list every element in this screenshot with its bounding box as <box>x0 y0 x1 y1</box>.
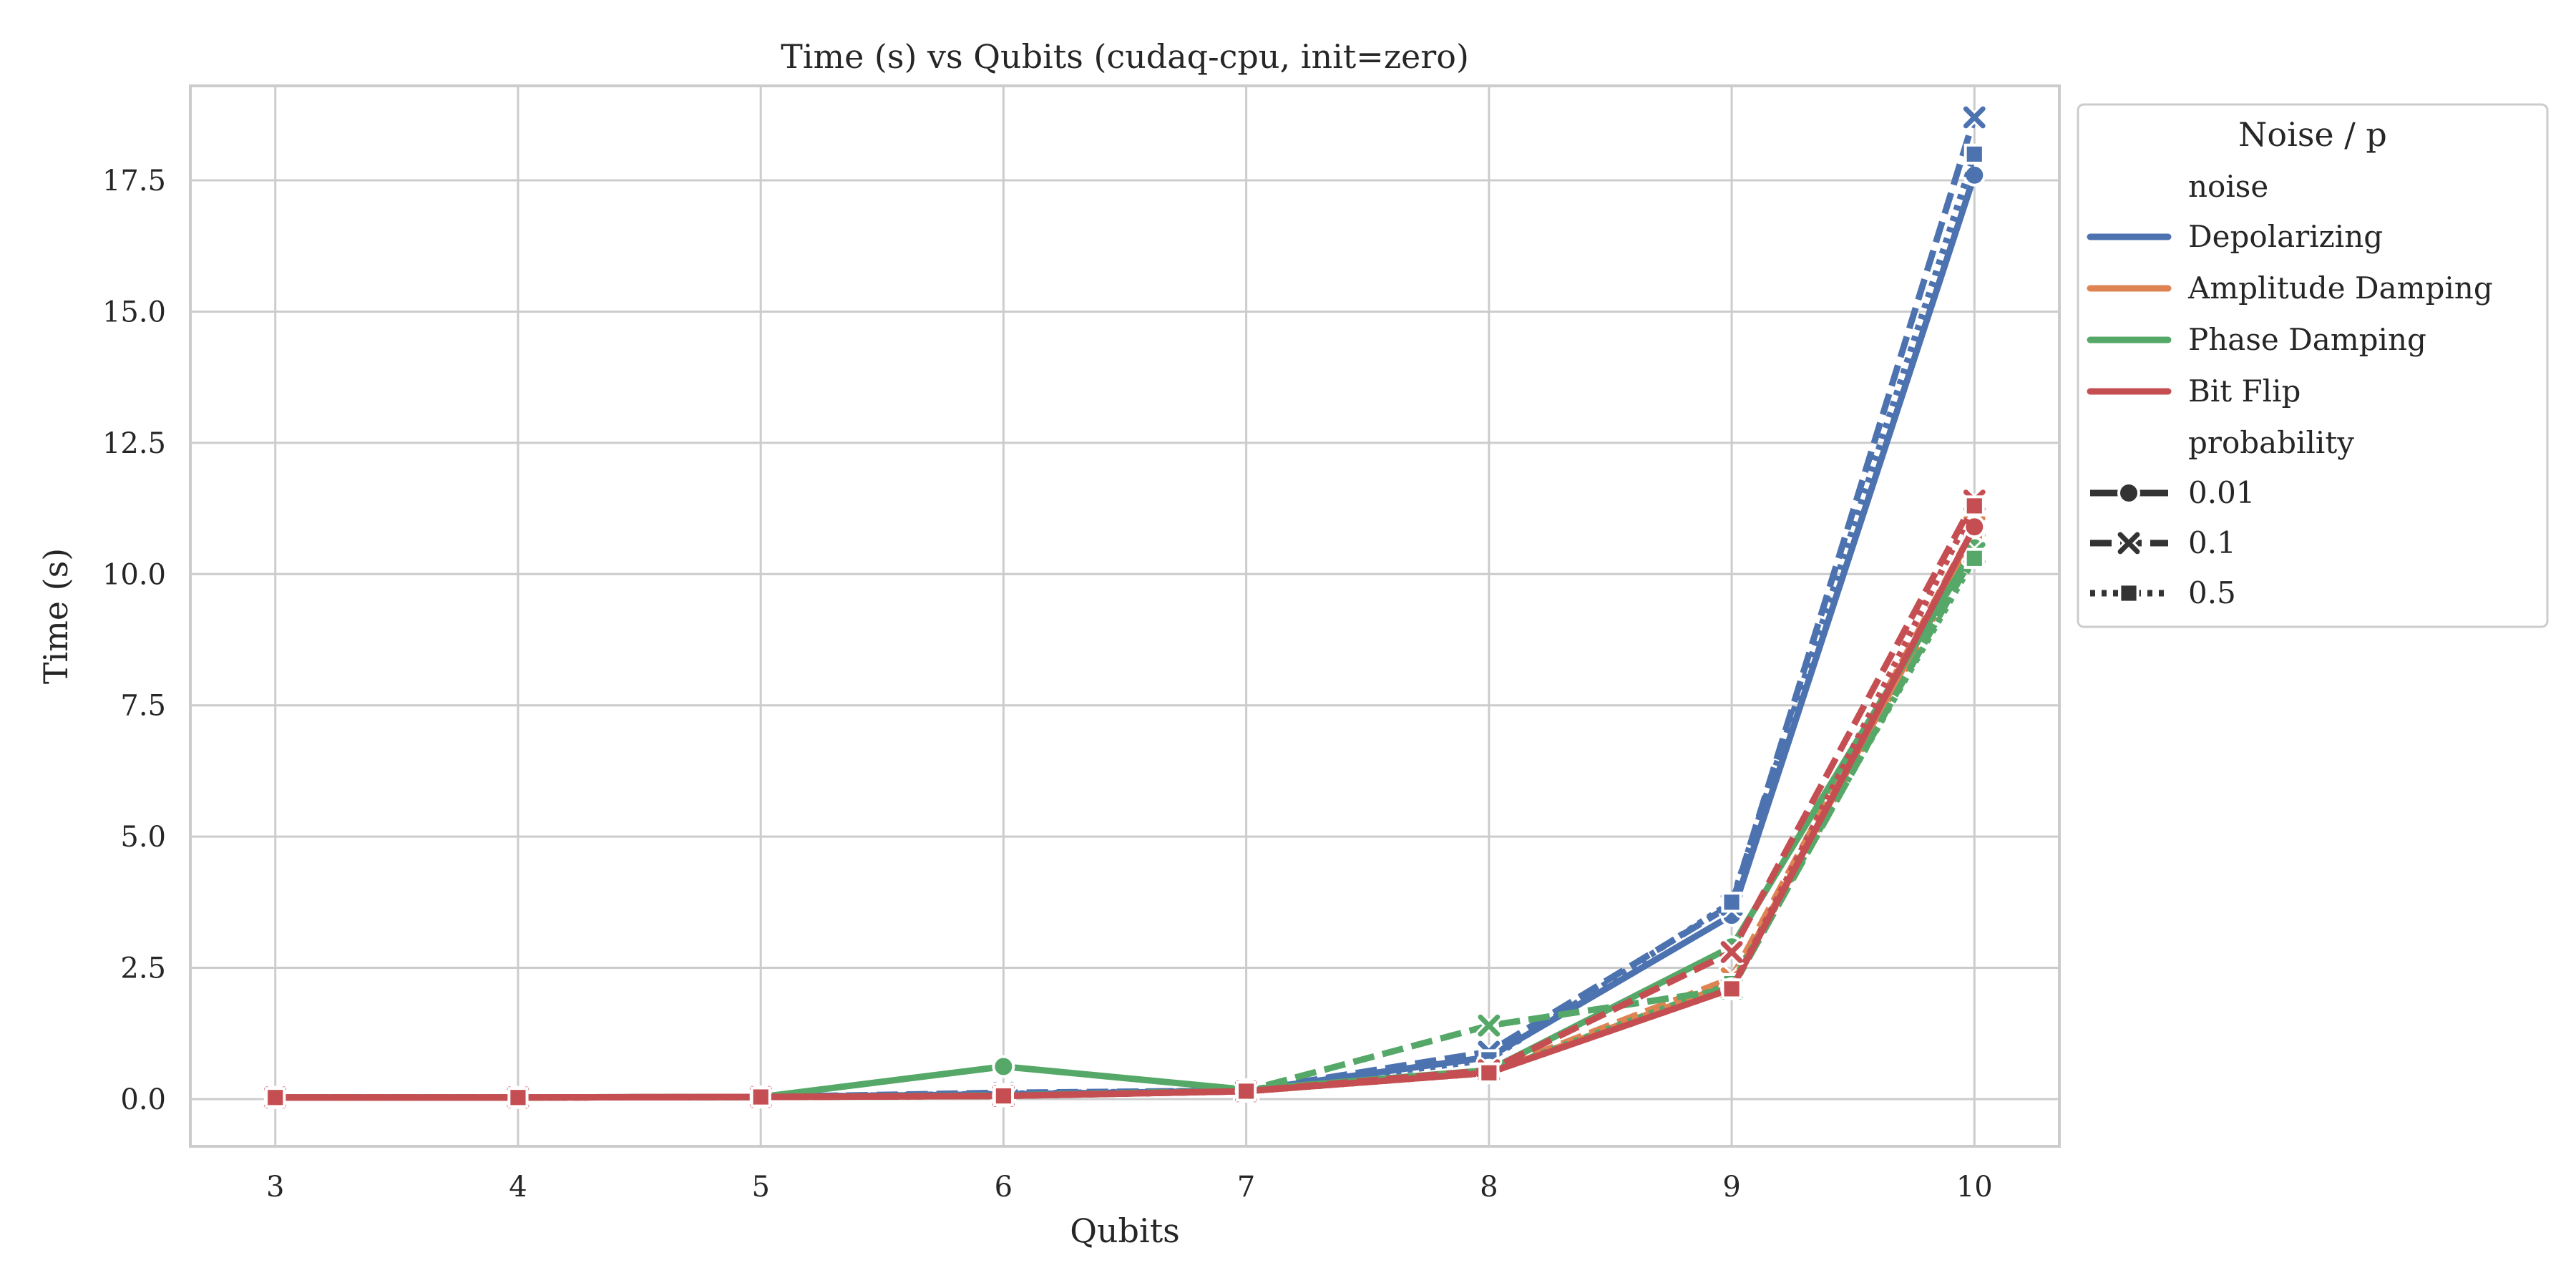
legend-title: Noise / p <box>2238 115 2387 154</box>
x-tick-label: 4 <box>509 1171 527 1204</box>
series-bit-flip-p0-5-point <box>992 1085 1014 1107</box>
legend-item-amplitude-damping: Amplitude Damping <box>2087 270 2493 306</box>
series-bit-flip-p0-5-point <box>265 1087 286 1108</box>
plot-frame <box>189 84 2061 1148</box>
legend-label: Amplitude Damping <box>2187 270 2493 306</box>
legend-box <box>2077 103 2549 628</box>
series-bit-flip-p0-5 <box>265 495 1985 1108</box>
series-bit-flip-p0-5-point <box>750 1086 771 1108</box>
series-bit-flip-p0-1-point <box>1718 939 1745 965</box>
y-tick-label: 0.0 <box>120 1083 166 1116</box>
x-tick-label: 10 <box>1956 1171 1993 1204</box>
y-tick-label: 7.5 <box>120 690 166 723</box>
series-bit-flip-p0-5-point <box>1236 1080 1257 1102</box>
series-phase-damping-p0-01-point <box>992 1055 1015 1078</box>
series-bit-flip-p0-5-point <box>1478 1062 1500 1083</box>
y-tick-label: 15.0 <box>102 296 166 328</box>
legend-marker-square <box>2118 582 2140 604</box>
legend-label: Phase Damping <box>2188 322 2426 357</box>
legend-item-p-0-01: 0.01 <box>2090 475 2255 510</box>
series-bit-flip-p0-5-point <box>1721 978 1742 1000</box>
x-tick-label: 5 <box>751 1171 769 1204</box>
legend-item-p-0-1: 0.1 <box>2090 525 2236 560</box>
series-bit-flip-p0-5-line <box>275 504 1978 1101</box>
legend-label: 0.1 <box>2188 525 2236 560</box>
legend-probability-entries: 0.01 0.1 0.5 <box>2090 475 2255 610</box>
x-tick-label: 8 <box>1480 1171 1498 1204</box>
legend: Noise / p noise Depolarizing Amplitude Da… <box>2077 103 2549 628</box>
x-axis-label: Qubits <box>1070 1211 1180 1250</box>
y-axis-label: Time (s) <box>36 548 75 684</box>
legend-marker-circle <box>2117 482 2140 504</box>
legend-label: Bit Flip <box>2188 374 2301 409</box>
legend-marker-x <box>2115 530 2142 557</box>
series-phase-damping-p0-5-point <box>1963 547 1985 569</box>
legend-item-p-0-5: 0.5 <box>2090 575 2236 610</box>
legend-label: 0.01 <box>2188 475 2255 510</box>
y-tick-label: 5.0 <box>120 821 166 854</box>
x-tick-label: 3 <box>266 1171 284 1204</box>
legend-label: 0.5 <box>2188 575 2236 610</box>
legend-item-phase-damping: Phase Damping <box>2087 322 2426 357</box>
series-phase-damping-p0-1-point <box>1475 1012 1503 1039</box>
series-depolarizing-p0-5-point <box>1721 892 1742 913</box>
x-tick-label: 9 <box>1722 1171 1740 1204</box>
legend-noise-entries: Depolarizing Amplitude Damping Phase Dampi… <box>2087 219 2493 409</box>
series-layer <box>262 104 1988 1111</box>
y-tick-label: 17.5 <box>102 165 166 197</box>
x-tick-label: 7 <box>1237 1171 1255 1204</box>
series-depolarizing-p0-1-point <box>1961 104 1988 131</box>
y-tick-label: 10.0 <box>102 558 166 591</box>
legend-label: Depolarizing <box>2188 219 2383 254</box>
chart-title: Time (s) vs Qubits (cudaq-cpu, init=zero… <box>781 37 1469 76</box>
series-bit-flip-p0-5-point <box>1963 495 1985 517</box>
legend-item-depolarizing: Depolarizing <box>2087 219 2383 254</box>
legend-noise-header: noise <box>2188 169 2268 204</box>
y-tick-label: 12.5 <box>102 427 166 460</box>
legend-item-bit-flip: Bit Flip <box>2087 374 2301 409</box>
series-bit-flip-p0-5-point <box>507 1087 529 1108</box>
legend-probability-header: probability <box>2188 425 2354 460</box>
y-tick-label: 2.5 <box>120 952 166 985</box>
series-depolarizing-p0-5-point <box>1963 143 1985 165</box>
tick-labels: 3 4 5 6 7 8 9 10 0.0 2.5 5.0 7.5 10.0 12.5 15.0 17.5 <box>102 165 1993 1204</box>
x-tick-label: 6 <box>995 1171 1013 1204</box>
